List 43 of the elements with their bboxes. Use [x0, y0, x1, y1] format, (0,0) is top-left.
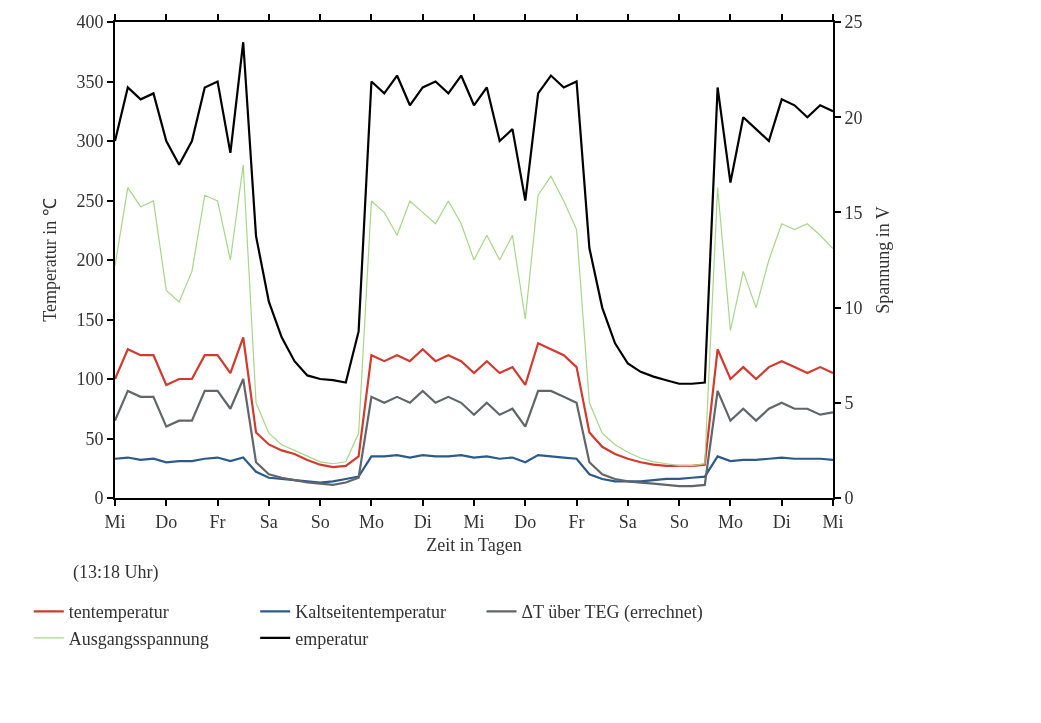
x-tick-label: Mo: [717, 511, 743, 532]
line-series: [115, 336, 833, 469]
y-tick-label: 50: [85, 428, 104, 449]
line-series: [115, 164, 833, 467]
y2-tick-label: 0: [844, 488, 854, 509]
x-tick-label: Mi: [104, 511, 126, 532]
x-tick-label: Fr: [568, 511, 585, 532]
y2-tick-label: 5: [844, 393, 854, 414]
x-tick-label: So: [669, 511, 689, 532]
y-tick-label: 200: [76, 250, 104, 271]
y2-tick-label: 25: [844, 12, 863, 33]
x-tick-label: Sa: [259, 511, 278, 532]
x-tick-label: Do: [514, 511, 537, 532]
y-tick-label: 350: [76, 71, 104, 92]
line-series: [115, 454, 833, 484]
line-series: [115, 377, 833, 488]
y2-tick-label: 20: [844, 107, 863, 128]
x-axis-title: Zeit in Tagen: [426, 535, 522, 556]
legend-label: tentemperatur: [68, 602, 169, 623]
x-tick-label: Fr: [209, 511, 226, 532]
legend-label: ΔT über TEG (errechnet): [521, 602, 703, 624]
x-tick-label: Mi: [822, 511, 844, 532]
x-tick-label: Di: [413, 511, 432, 532]
y-tick-label: 300: [76, 131, 104, 152]
x-tick-label: Sa: [618, 511, 637, 532]
y-tick-label: 0: [94, 488, 104, 509]
y-tick-label: 150: [76, 309, 104, 330]
text: (13:18 Uhr): [73, 562, 159, 583]
legend-label: Ausgangsspannung: [68, 628, 209, 649]
y-tick-label: 250: [76, 190, 104, 211]
y2-tick-label: 10: [844, 297, 863, 318]
x-tick-label: Di: [772, 511, 791, 532]
legend-label: emperatur: [295, 628, 369, 649]
x-tick-label: So: [310, 511, 330, 532]
x-tick-label: Mo: [358, 511, 384, 532]
legend-label: Kaltseitentemperatur: [295, 602, 447, 623]
y-tick-label: 400: [76, 12, 104, 33]
y2-tick-label: 15: [844, 202, 863, 223]
y-axis-title: Temperatur in ℃: [40, 198, 61, 322]
x-tick-label: Do: [155, 511, 178, 532]
x-tick-label: Mi: [463, 511, 485, 532]
y-tick-label: 100: [76, 369, 104, 390]
y2-axis-title: Spannung in V: [873, 206, 894, 314]
